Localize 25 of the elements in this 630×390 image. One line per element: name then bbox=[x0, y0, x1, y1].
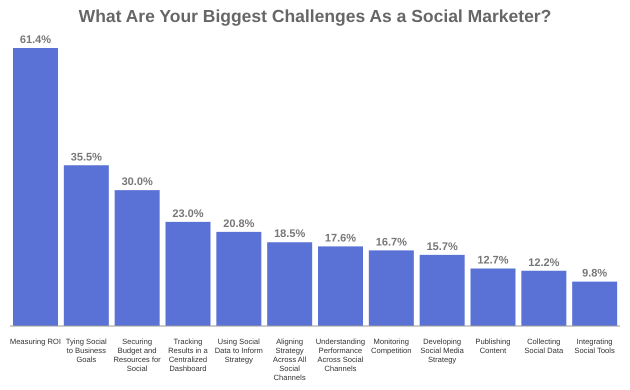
bar bbox=[318, 246, 363, 326]
data-label: 15.7% bbox=[426, 240, 458, 253]
data-label: 9.8% bbox=[582, 268, 608, 280]
data-label: 20.8% bbox=[223, 218, 255, 230]
bar bbox=[64, 165, 109, 326]
chart-title: What Are Your Biggest Challenges As a Social Marketer? bbox=[78, 5, 552, 28]
bar bbox=[114, 190, 160, 326]
bar bbox=[166, 222, 210, 326]
bar bbox=[13, 48, 58, 326]
data-label: 61.4% bbox=[20, 34, 52, 46]
bar bbox=[470, 268, 516, 326]
bar bbox=[216, 232, 262, 326]
bar bbox=[521, 270, 566, 326]
data-label: 18.5% bbox=[274, 228, 306, 240]
data-label: 12.7% bbox=[477, 254, 509, 266]
data-label: 23.0% bbox=[172, 208, 204, 220]
bar bbox=[572, 282, 618, 326]
data-label: 16.7% bbox=[376, 236, 408, 248]
data-label: 30.0% bbox=[122, 176, 153, 188]
data-label: 35.5% bbox=[70, 151, 102, 164]
data-label: 12.2% bbox=[528, 256, 560, 269]
bar bbox=[420, 254, 465, 326]
data-label: 17.6% bbox=[324, 232, 356, 244]
bar bbox=[368, 250, 414, 326]
bar bbox=[267, 242, 312, 326]
